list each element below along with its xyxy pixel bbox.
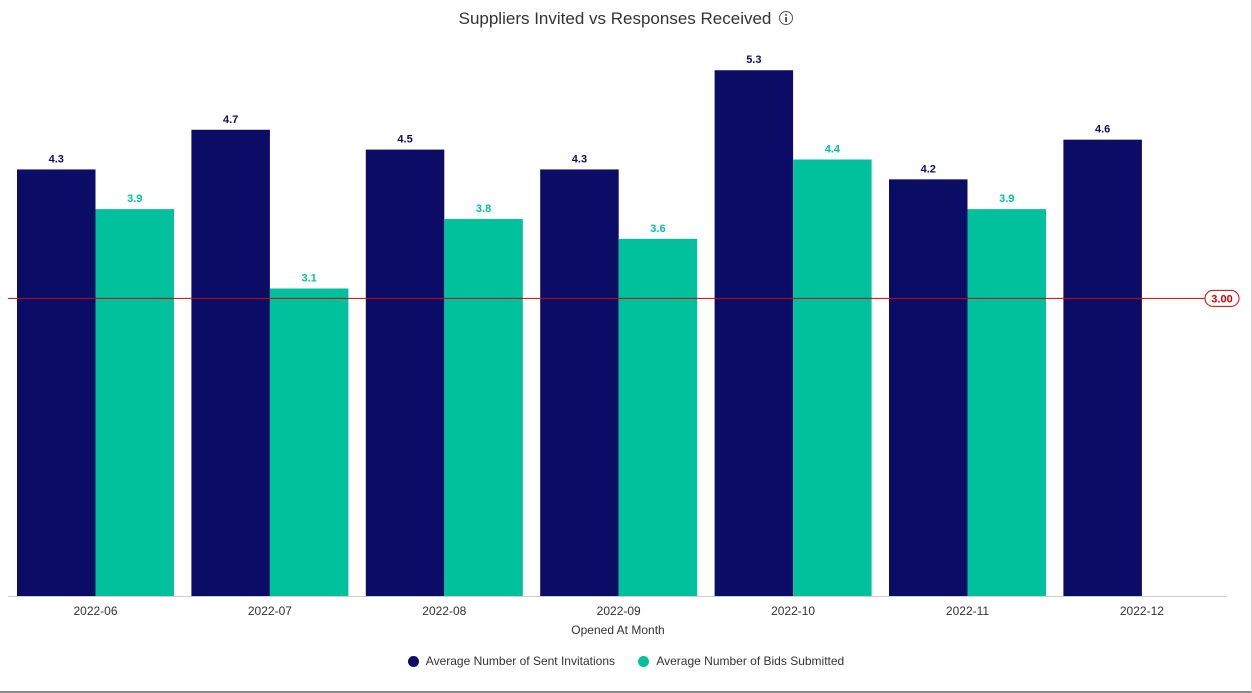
data-label-invitations-2022-08: 4.5 [397, 134, 412, 146]
bar-invitations-2022-11[interactable] [889, 179, 968, 597]
x-tick-label-2022-11: 2022-11 [946, 604, 989, 618]
x-tick-label-2022-08: 2022-08 [422, 604, 466, 618]
info-icon[interactable] [779, 11, 794, 25]
bar-invitations-2022-08[interactable] [365, 149, 445, 596]
bar-bids-2022-08[interactable] [444, 219, 523, 597]
chart-title: Suppliers Invited vs Responses Received [458, 9, 772, 28]
bar-chart: 4.3 3.9 2022-06 4.7 3.1 2022-07 4.5 3.8 2022-08 4… [8, 54, 1240, 637]
bar-bids-2022-06[interactable] [95, 209, 175, 596]
bar-bids-2022-07[interactable] [269, 288, 349, 596]
chart-title-row: Suppliers Invited vs Responses Received [0, 9, 1252, 29]
data-label-invitations-2022-07: 4.7 [223, 114, 238, 126]
legend-marker-invitations [407, 655, 419, 667]
data-label-bids-2022-10: 4.4 [825, 144, 841, 156]
reference-line-badge [1204, 289, 1240, 307]
bar-bids-2022-09[interactable] [618, 238, 698, 596]
bar-invitations-2022-10[interactable] [714, 70, 794, 597]
legend-marker-bids [638, 655, 650, 667]
legend-item-invitations[interactable]: Average Number of Sent Invitations [407, 654, 615, 668]
x-tick-label-2022-07: 2022-07 [248, 604, 292, 618]
data-label-invitations-2022-06: 4.3 [49, 153, 64, 165]
data-label-invitations-2022-10: 5.3 [746, 54, 761, 66]
legend-label-bids: Average Number of Bids Submitted [656, 654, 845, 668]
x-tick-label-2022-10: 2022-10 [771, 604, 815, 618]
x-tick-label-2022-06: 2022-06 [73, 604, 117, 618]
data-label-invitations-2022-12: 4.6 [1095, 124, 1110, 136]
x-tick-label-2022-12: 2022-12 [1120, 604, 1164, 618]
reference-line-label: 3.00 [1211, 293, 1232, 305]
x-axis-title: Opened At Month [571, 623, 664, 637]
data-label-invitations-2022-11: 4.2 [921, 163, 936, 175]
data-label-bids-2022-11: 3.9 [999, 193, 1014, 205]
bar-invitations-2022-09[interactable] [540, 169, 619, 596]
x-tick-label-2022-09: 2022-09 [597, 604, 641, 618]
bar-bids-2022-11[interactable] [967, 209, 1047, 596]
data-label-bids-2022-09: 3.6 [650, 223, 665, 235]
bar-invitations-2022-06[interactable] [17, 169, 96, 596]
bar-invitations-2022-12[interactable] [1063, 139, 1142, 596]
data-label-invitations-2022-09: 4.3 [572, 153, 587, 165]
data-label-bids-2022-08: 3.8 [476, 203, 491, 215]
bar-invitations-2022-07[interactable] [191, 129, 270, 596]
legend: Average Number of Sent Invitations Avera… [0, 654, 1252, 670]
data-label-bids-2022-06: 3.9 [127, 193, 142, 205]
legend-label-invitations: Average Number of Sent Invitations [425, 654, 615, 668]
legend-item-bids[interactable]: Average Number of Bids Submitted [638, 654, 844, 668]
data-label-bids-2022-07: 3.1 [302, 272, 317, 284]
bar-bids-2022-10[interactable] [793, 159, 872, 596]
